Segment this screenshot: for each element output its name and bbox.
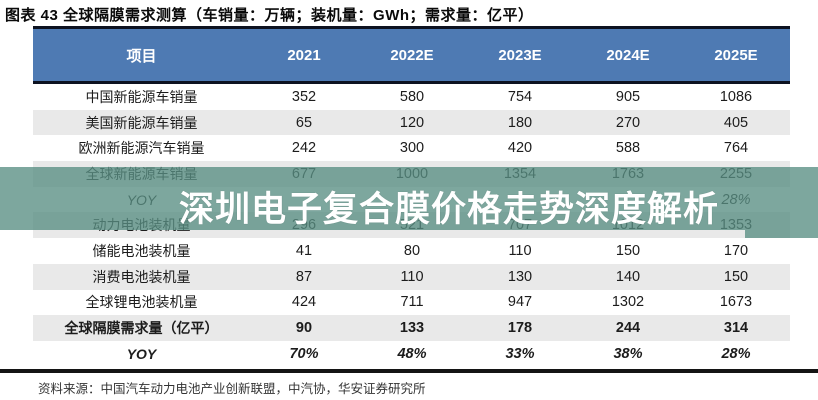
row-label: 全球隔膜需求量（亿平） xyxy=(64,320,219,337)
row-value: 947 xyxy=(507,294,533,311)
table-body: 中国新能源车销量 352 580 754 905 1086 美国新能源车销量 65 120 180… xyxy=(33,84,790,367)
row-value: 48% xyxy=(397,345,427,362)
row-value: 405 xyxy=(723,114,749,131)
row-value: 314 xyxy=(723,320,749,337)
row-value: 90 xyxy=(295,320,313,337)
figure-title: 图表 43 全球隔膜需求测算（车销量：万辆；装机量：GWh；需求量：亿平） xyxy=(5,7,534,24)
watermark-band-extension xyxy=(745,230,818,238)
row-value: 580 xyxy=(399,88,425,105)
row-value: 424 xyxy=(291,294,317,311)
data-table: 项目 2021 2022E 2023E 2024E 2025E 中国新能源车销量… xyxy=(33,26,790,367)
row-label: 美国新能源车销量 xyxy=(85,114,198,131)
table-row: 欧洲新能源汽车销量 242 300 420 588 764 xyxy=(33,135,790,161)
row-value: 120 xyxy=(399,114,425,131)
row-label: YOY xyxy=(126,345,157,362)
row-value: 764 xyxy=(723,140,749,157)
row-value: 65 xyxy=(295,114,313,131)
table-header-row: 项目 2021 2022E 2023E 2024E 2025E xyxy=(33,29,790,84)
row-value: 711 xyxy=(400,294,424,311)
row-value: 754 xyxy=(507,88,533,105)
header-cell-project: 项目 xyxy=(126,47,157,65)
table-row: 中国新能源车销量 352 580 754 905 1086 xyxy=(33,84,790,110)
row-value: 180 xyxy=(507,114,533,131)
row-value: 270 xyxy=(615,114,641,131)
table-row: 全球锂电池装机量 424 711 947 1302 1673 xyxy=(33,290,790,316)
row-value: 140 xyxy=(615,268,641,285)
row-value: 242 xyxy=(291,140,317,157)
row-value: 33% xyxy=(505,345,535,362)
source-note: 资料来源：中国汽车动力电池产业创新联盟，中汽协，华安证券研究所 xyxy=(38,382,426,396)
row-value: 170 xyxy=(723,242,749,259)
table-row: 储能电池装机量 41 80 110 150 170 xyxy=(33,238,790,264)
row-value: 150 xyxy=(615,242,641,259)
row-value: 1673 xyxy=(719,294,753,311)
row-value: 300 xyxy=(399,140,425,157)
header-cell-2023e: 2023E xyxy=(498,46,542,64)
row-label: 中国新能源车销量 xyxy=(85,88,198,105)
row-label: 全球锂电池装机量 xyxy=(85,294,198,311)
row-value: 420 xyxy=(507,140,533,157)
table-bottom-rule xyxy=(0,369,818,373)
row-value: 41 xyxy=(295,242,313,259)
table-row: YOY 70% 48% 33% 38% 28% xyxy=(33,341,790,367)
header-cell-2025e: 2025E xyxy=(714,46,758,64)
table-top-rule xyxy=(33,26,790,29)
row-value: 28% xyxy=(721,345,751,362)
watermark-band xyxy=(0,167,818,230)
row-value: 588 xyxy=(615,140,641,157)
row-value: 110 xyxy=(508,242,532,259)
row-value: 110 xyxy=(400,268,424,285)
row-value: 1086 xyxy=(719,88,753,105)
table-row: 全球隔膜需求量（亿平） 90 133 178 244 314 xyxy=(33,315,790,341)
row-value: 244 xyxy=(615,320,641,337)
row-value: 80 xyxy=(403,242,421,259)
row-value: 130 xyxy=(507,268,533,285)
row-value: 70% xyxy=(289,345,319,362)
header-cell-2021: 2021 xyxy=(287,46,321,64)
row-label: 欧洲新能源汽车销量 xyxy=(78,140,205,157)
table-row: 美国新能源车销量 65 120 180 270 405 xyxy=(33,109,790,136)
row-value: 150 xyxy=(723,268,749,285)
row-value: 133 xyxy=(399,320,425,337)
row-value: 905 xyxy=(615,88,641,105)
header-cell-2024e: 2024E xyxy=(606,46,650,64)
table-row: 消费电池装机量 87 110 130 140 150 xyxy=(33,263,790,290)
row-value: 87 xyxy=(295,268,313,285)
row-label: 消费电池装机量 xyxy=(92,268,191,285)
watermark-text: 深圳电子复合膜价格走势深度解析 xyxy=(179,190,720,229)
row-value: 178 xyxy=(507,320,533,337)
row-value: 352 xyxy=(291,88,317,105)
row-value: 38% xyxy=(613,345,643,362)
row-label: 储能电池装机量 xyxy=(92,242,191,259)
header-cell-2022e: 2022E xyxy=(390,46,434,64)
row-value: 1302 xyxy=(611,294,645,311)
